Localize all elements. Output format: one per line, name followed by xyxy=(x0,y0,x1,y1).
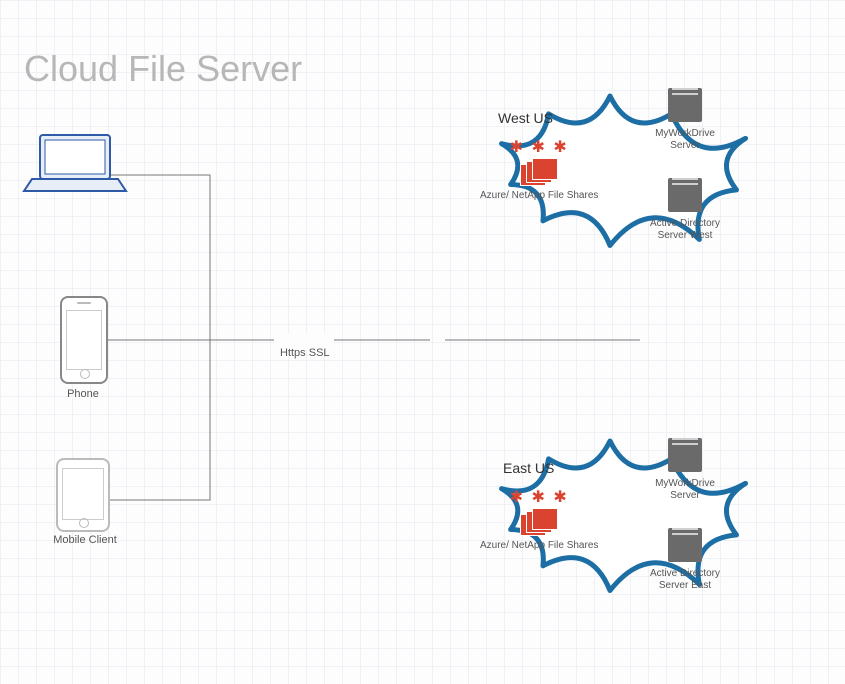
phone-label: Phone xyxy=(48,388,118,400)
server-myworkdrive-east: MyWorkDriveServer xyxy=(640,435,730,502)
gear-icons: ✱ ✱ ✱ xyxy=(480,140,598,156)
fileshare-east-label: Azure/ NetApp File Shares xyxy=(480,540,598,551)
docs-icon xyxy=(520,158,558,186)
gear-icons: ✱ ✱ ✱ xyxy=(480,490,598,506)
tablet-label: Mobile Client xyxy=(40,534,130,546)
server-myworkdrive-west: MyWorkDriveServer xyxy=(640,85,730,152)
laptop-icon xyxy=(24,135,126,191)
server-ad-east: Active DirectoryServer East xyxy=(640,525,730,592)
fileshare-east: ✱ ✱ ✱ Azure/ NetApp File Shares xyxy=(480,490,598,551)
fileshare-west-label: Azure/ NetApp File Shares xyxy=(480,190,598,201)
region-west-label: West US xyxy=(498,110,553,126)
connector-label: Https SSL xyxy=(280,347,330,359)
server-ad-west: Active DirectoryServer West xyxy=(640,175,730,242)
docs-icon xyxy=(520,508,558,536)
region-east-label: East US xyxy=(503,460,554,476)
fileshare-west: ✱ ✱ ✱ Azure/ NetApp File Shares xyxy=(480,140,598,201)
tablet-icon xyxy=(56,458,110,532)
phone-icon xyxy=(60,296,108,384)
